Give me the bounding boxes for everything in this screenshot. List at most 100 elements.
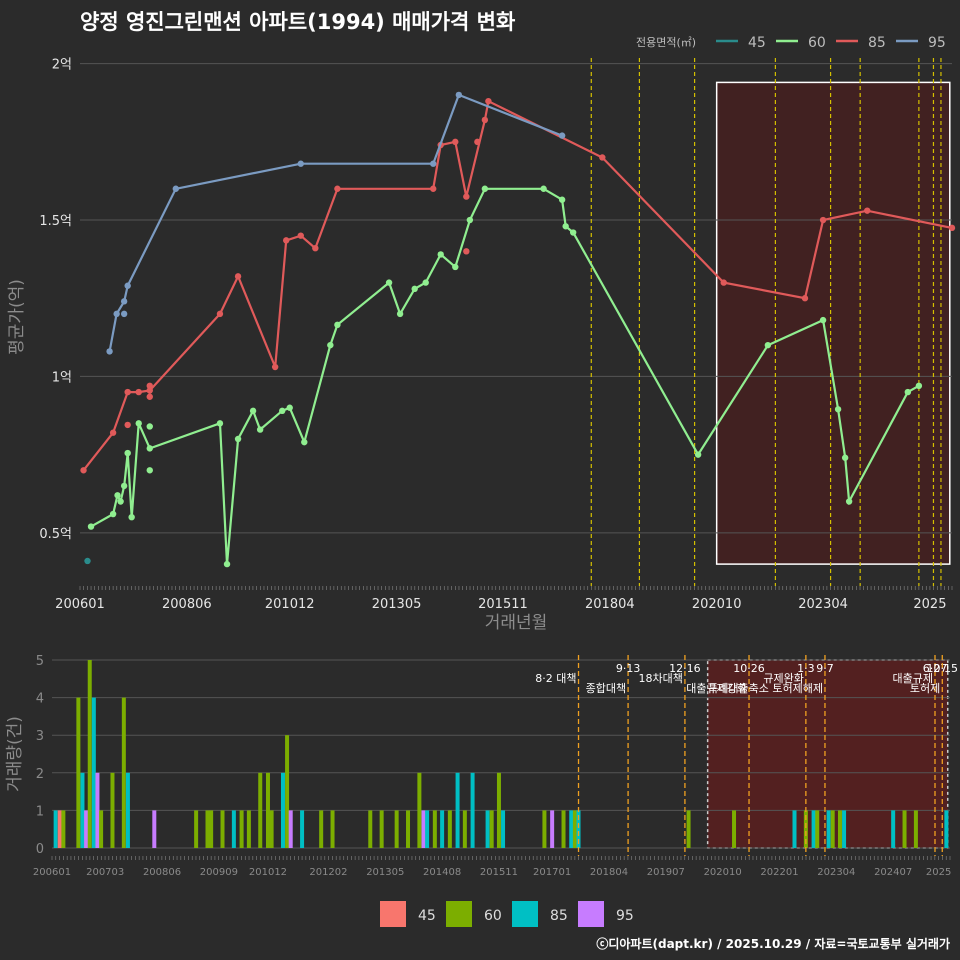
bar-85 — [576, 810, 581, 848]
bar-95 — [84, 810, 89, 848]
bar-60 — [417, 772, 422, 848]
bar-60 — [265, 772, 270, 848]
bar-85 — [231, 810, 236, 848]
bar-60 — [830, 810, 835, 848]
data-point-60 — [452, 263, 459, 271]
data-point-60 — [223, 560, 231, 568]
bar-45 — [57, 810, 62, 848]
data-point-85 — [271, 363, 279, 371]
data-point-60 — [279, 407, 286, 415]
series-45 — [84, 557, 91, 565]
x-tick-label: 202407 — [874, 867, 912, 878]
data-point-45 — [84, 557, 91, 565]
data-point-85 — [599, 154, 606, 161]
data-point-60 — [904, 388, 912, 396]
bar-60 — [220, 810, 225, 848]
bar-60 — [285, 735, 290, 848]
data-point-85 — [334, 185, 341, 192]
x-tick-label: 201408 — [423, 867, 461, 878]
x-tick-label: 201511 — [480, 867, 518, 878]
bar-60 — [815, 810, 820, 848]
bar-95 — [288, 810, 293, 848]
data-point-60 — [385, 279, 393, 286]
legend-label-95: 95 — [616, 908, 634, 924]
bar-85 — [891, 810, 896, 848]
data-point-60 — [120, 482, 128, 490]
policy-date: 10·26 — [733, 662, 765, 675]
bar-60 — [432, 810, 437, 848]
bar-85 — [944, 810, 949, 848]
data-point-85 — [282, 237, 290, 244]
bar-60 — [319, 810, 324, 848]
x-tick-label: 200601 — [55, 597, 105, 612]
policy-date: 12·16 — [669, 662, 701, 675]
data-point-95 — [558, 132, 566, 139]
bar-85 — [826, 810, 831, 848]
bar-85 — [842, 810, 847, 848]
data-point-85 — [146, 393, 153, 400]
bar-85 — [300, 810, 305, 848]
y-tick-label: 1억 — [52, 370, 72, 385]
x-tick-label: 201012 — [265, 597, 315, 612]
bar-85 — [569, 810, 574, 848]
bar-85 — [470, 772, 475, 848]
legend-swatch-45 — [380, 901, 406, 927]
bar-60 — [330, 810, 335, 848]
data-point-60 — [146, 423, 153, 430]
data-point-85 — [452, 138, 459, 146]
x-tick-label: 200806 — [162, 597, 212, 612]
bar-60 — [686, 810, 691, 848]
policy-label: 규제완화 — [763, 672, 803, 685]
data-point-85 — [312, 244, 319, 252]
bar-85 — [91, 697, 96, 848]
policy-label: 18차대책 — [639, 672, 683, 685]
x-tick-label: 201804 — [585, 597, 635, 612]
data-point-60 — [540, 185, 547, 192]
data-point-60 — [915, 382, 923, 390]
data-point-85 — [481, 116, 489, 124]
series-85 — [80, 97, 956, 474]
data-point-60 — [396, 310, 404, 318]
bar-60 — [803, 810, 808, 848]
y-tick-label: 1.5억 — [39, 214, 72, 229]
x-tick-label: 201907 — [647, 867, 685, 878]
x-tick-label: 202010 — [704, 867, 742, 878]
data-point-60 — [135, 420, 142, 427]
bar-60 — [121, 697, 126, 848]
bar-60 — [379, 810, 384, 848]
data-point-85 — [146, 387, 153, 394]
bar-60 — [542, 810, 547, 848]
data-point-95 — [124, 282, 131, 289]
policy-date: 6·27 — [923, 662, 948, 675]
bar-85 — [80, 772, 85, 848]
x-tick-label: 200909 — [200, 867, 238, 878]
data-point-60 — [411, 285, 418, 293]
data-point-60 — [569, 229, 577, 236]
y-tick-label: 4 — [36, 692, 44, 707]
bar-60 — [99, 810, 104, 848]
bar-60 — [394, 810, 399, 848]
data-point-85 — [864, 207, 871, 214]
legend-label-45: 45 — [418, 908, 436, 924]
data-point-95 — [455, 91, 463, 99]
legend-label-95: 95 — [928, 35, 946, 51]
policy-date: 9·13 — [616, 662, 641, 675]
data-point-95 — [120, 310, 128, 318]
data-point-60 — [334, 321, 341, 329]
data-point-85 — [80, 467, 87, 474]
footer-credit: ⓒ디아파트(dapt.kr) / 2025.10.29 / 자료=국토교통부 실… — [596, 936, 950, 951]
x-tick-label: 200806 — [143, 867, 181, 878]
data-point-85 — [463, 248, 470, 255]
data-point-60 — [558, 196, 566, 203]
y-tick-label: 0.5억 — [39, 527, 72, 542]
bar-60 — [61, 810, 66, 848]
data-point-60 — [694, 451, 702, 458]
x-tick-label: 201511 — [478, 597, 528, 612]
policy-label: 토허제 — [910, 682, 940, 695]
data-point-60 — [437, 251, 444, 258]
bar-60 — [87, 660, 92, 848]
legend-label-60: 60 — [484, 908, 502, 924]
x-tick-label: 202201 — [760, 867, 798, 878]
bar-85 — [280, 772, 285, 848]
